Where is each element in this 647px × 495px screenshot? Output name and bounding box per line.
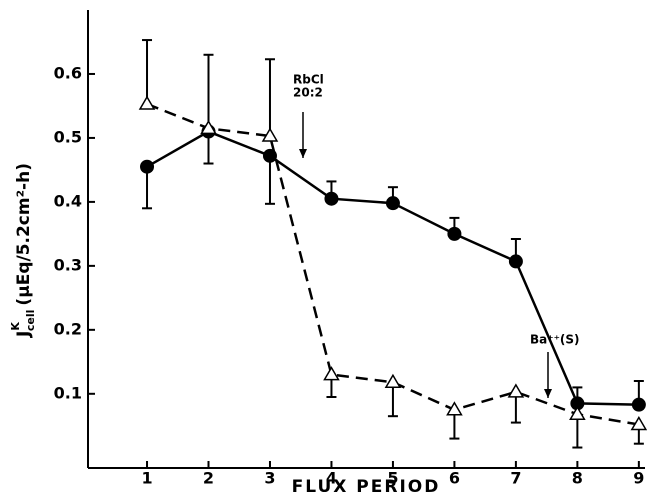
- series-line: [146, 130, 639, 406]
- y-label-units: (μEq/5.2cm²-h): [14, 163, 34, 306]
- point: [384, 373, 402, 389]
- point: [569, 405, 586, 421]
- series-line: [146, 102, 640, 426]
- annotation-arrowhead: [544, 389, 552, 398]
- point: [385, 196, 400, 211]
- point: [570, 396, 585, 411]
- x-axis-label: FLUX PERIOD: [292, 477, 441, 495]
- point: [323, 366, 340, 381]
- y-label-main: J: [14, 331, 34, 338]
- x-tick-label: 5: [387, 469, 398, 488]
- y-tick-label: 0.1: [54, 383, 82, 402]
- y-label-sub: cell: [24, 310, 37, 332]
- x-tick-label: 8: [572, 469, 583, 488]
- y-tick-label: 0.6: [54, 63, 82, 82]
- y-tick-label: 0.4: [54, 191, 82, 210]
- x-tick-label: 3: [264, 469, 275, 488]
- point: [138, 95, 156, 110]
- annotation: 20:2: [293, 86, 323, 100]
- point: [447, 226, 462, 241]
- point: [446, 401, 463, 416]
- annotation-arrowhead: [299, 149, 307, 158]
- y-axis-label: JK cell (μEq/5.2cm²-h): [9, 163, 37, 338]
- point: [631, 397, 646, 412]
- point: [508, 254, 523, 269]
- point: [261, 127, 279, 142]
- x-tick-label: 7: [510, 469, 521, 488]
- y-tick-label: 0.2: [54, 319, 82, 338]
- point: [630, 416, 647, 431]
- annotation: Ba⁺⁺(S): [530, 333, 580, 347]
- x-tick-label: 4: [326, 469, 337, 488]
- point: [324, 191, 339, 206]
- annotation: RbCl: [293, 73, 324, 87]
- y-tick-label: 0.5: [54, 127, 82, 146]
- x-tick-label: 6: [449, 469, 460, 488]
- point: [507, 383, 525, 398]
- point: [200, 119, 217, 135]
- x-tick-label: 1: [141, 469, 152, 488]
- x-tick-label: 9: [633, 469, 644, 488]
- point: [140, 159, 155, 174]
- x-tick-label: 2: [203, 469, 214, 488]
- y-label-sup: K: [9, 322, 22, 331]
- y-tick-label: 0.3: [54, 255, 82, 274]
